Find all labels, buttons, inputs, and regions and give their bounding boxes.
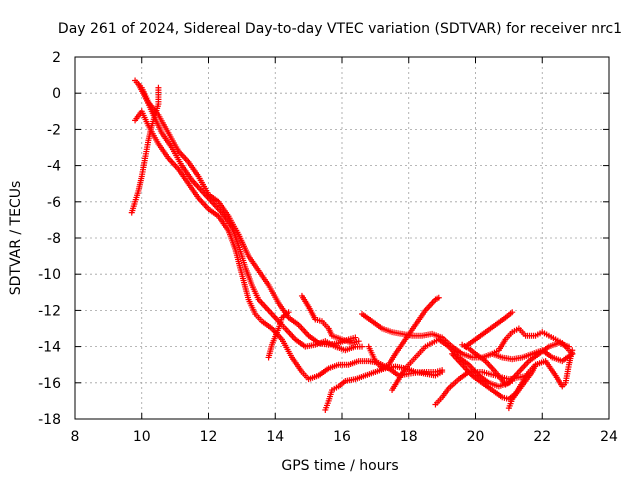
y-tick-label: -10	[38, 267, 61, 283]
x-tick-label: 8	[71, 429, 80, 445]
axis-ticks	[74, 56, 610, 420]
data-point	[285, 309, 292, 316]
y-tick-label: -18	[38, 412, 61, 428]
x-tick-label: 20	[467, 429, 485, 445]
x-tick-label: 10	[133, 429, 151, 445]
data-point	[352, 334, 359, 341]
x-tick-label: 14	[266, 429, 284, 445]
x-tick-labels: 8 10 12 14 16 18 20 22 24	[71, 429, 618, 445]
data-point	[155, 84, 162, 91]
data-point	[439, 368, 446, 375]
data-point	[509, 309, 516, 316]
y-tick-label: 0	[52, 86, 61, 102]
x-tick-label: 12	[200, 429, 218, 445]
y-tick-label: -14	[38, 340, 61, 356]
y-tick-label: -2	[47, 122, 61, 138]
x-axis-title: GPS time / hours	[281, 458, 398, 474]
y-tick-label: 2	[52, 50, 61, 66]
data-points	[128, 77, 576, 413]
data-point	[355, 338, 362, 345]
y-tick-label: -12	[38, 303, 61, 319]
y-axis-title: SDTVAR / TECUs	[8, 181, 24, 296]
x-tick-label: 22	[533, 429, 551, 445]
chart-title: Day 261 of 2024, Sidereal Day-to-day VTE…	[58, 21, 622, 37]
y-tick-label: -16	[38, 376, 61, 392]
data-point	[435, 294, 442, 301]
x-tick-label: 24	[600, 429, 618, 445]
y-tick-label: -6	[47, 195, 61, 211]
grid-lines	[75, 57, 609, 419]
y-tick-label: -8	[47, 231, 61, 247]
data-point	[359, 343, 366, 350]
data-point	[569, 350, 576, 357]
x-tick-label: 18	[400, 429, 418, 445]
y-tick-labels: -18 -16 -14 -12 -10 -8 -6 -4 -2 0 2	[38, 50, 61, 428]
data-point	[532, 361, 539, 368]
y-tick-label: -4	[47, 159, 61, 175]
x-tick-label: 16	[333, 429, 351, 445]
